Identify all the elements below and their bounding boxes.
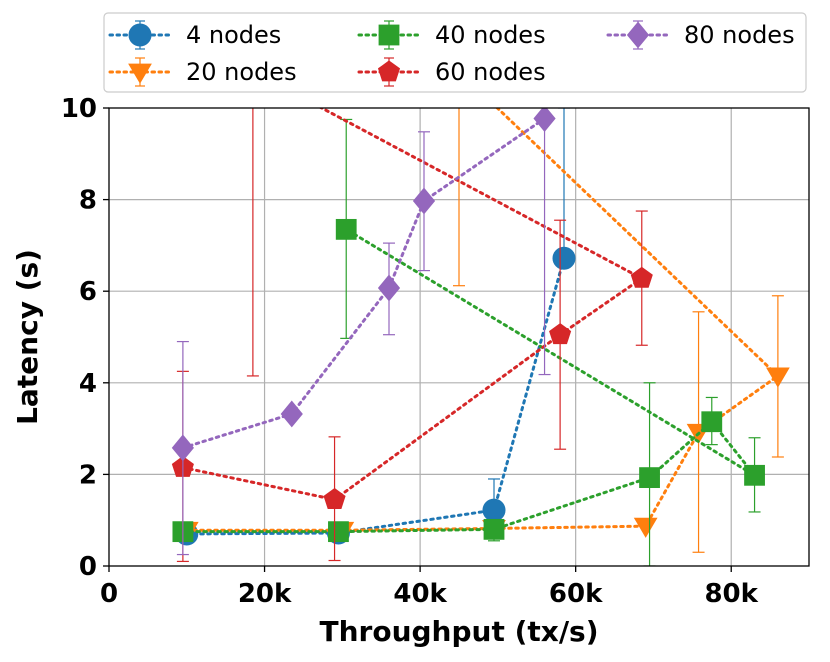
y-tick-label: 10 bbox=[61, 94, 97, 124]
legend-marker bbox=[128, 63, 152, 84]
data-point bbox=[633, 517, 658, 538]
legend-marker bbox=[378, 24, 400, 46]
data-point bbox=[171, 434, 194, 462]
x-tick-label: 20k bbox=[238, 579, 292, 609]
data-point bbox=[323, 487, 346, 509]
data-point bbox=[630, 266, 653, 288]
legend-label: 20 nodes bbox=[186, 58, 297, 86]
legend-label: 60 nodes bbox=[435, 58, 546, 86]
legend-marker bbox=[128, 23, 152, 47]
legend-entry: 80 nodes bbox=[606, 20, 795, 50]
legend-label: 40 nodes bbox=[435, 21, 546, 49]
legend-label: 80 nodes bbox=[684, 21, 795, 49]
y-axis-label: Latency (s) bbox=[11, 249, 44, 425]
series-line bbox=[181, 108, 645, 502]
x-tick-label: 40k bbox=[393, 579, 447, 609]
legend-entry: 60 nodes bbox=[357, 57, 546, 87]
axis-ticks: 0 20k 40k 60k 80k 0 2 4 6 8 10 bbox=[61, 94, 759, 609]
data-point bbox=[744, 464, 765, 486]
legend-marker bbox=[626, 21, 650, 49]
y-tick-label: 8 bbox=[79, 186, 97, 216]
legend-label: 4 nodes bbox=[186, 21, 281, 49]
plot-frame bbox=[108, 107, 810, 567]
data-point bbox=[701, 411, 723, 433]
y-tick-label: 6 bbox=[79, 277, 97, 307]
series-1 bbox=[174, 108, 790, 553]
grid-lines bbox=[109, 108, 809, 566]
y-tick-label: 2 bbox=[79, 460, 97, 490]
y-tick-label: 4 bbox=[79, 369, 97, 399]
data-point bbox=[412, 187, 436, 215]
series-line bbox=[181, 117, 547, 450]
series-4 bbox=[171, 108, 556, 556]
data-point bbox=[328, 521, 349, 543]
data-point bbox=[377, 274, 401, 302]
data-point bbox=[482, 498, 506, 522]
x-tick-label: 60k bbox=[549, 579, 603, 609]
data-point bbox=[766, 367, 790, 388]
x-axis-label: Throughput (tx/s) bbox=[319, 615, 598, 648]
legend-entry: 40 nodes bbox=[357, 20, 546, 50]
data-point bbox=[552, 246, 576, 270]
legend-entry: 20 nodes bbox=[108, 57, 297, 87]
data-point bbox=[280, 400, 303, 428]
series-3 bbox=[171, 108, 653, 563]
series-2 bbox=[172, 118, 765, 566]
y-tick-label: 0 bbox=[79, 552, 97, 582]
legend-marker bbox=[377, 60, 401, 82]
x-tick-label: 0 bbox=[100, 579, 118, 609]
series-line bbox=[185, 108, 781, 532]
plot-area bbox=[171, 108, 790, 566]
legend-entry: 4 nodes bbox=[108, 20, 281, 50]
x-tick-label: 80k bbox=[704, 579, 758, 609]
data-point bbox=[483, 518, 505, 540]
series-line bbox=[185, 256, 566, 536]
data-point bbox=[533, 108, 556, 132]
legend: 4 nodes 40 nodes 80 nodes 20 nodes 60 nodes bbox=[103, 12, 807, 93]
data-point bbox=[639, 467, 660, 489]
series-0 bbox=[175, 108, 576, 546]
data-point bbox=[549, 323, 572, 345]
data-point bbox=[335, 218, 357, 240]
